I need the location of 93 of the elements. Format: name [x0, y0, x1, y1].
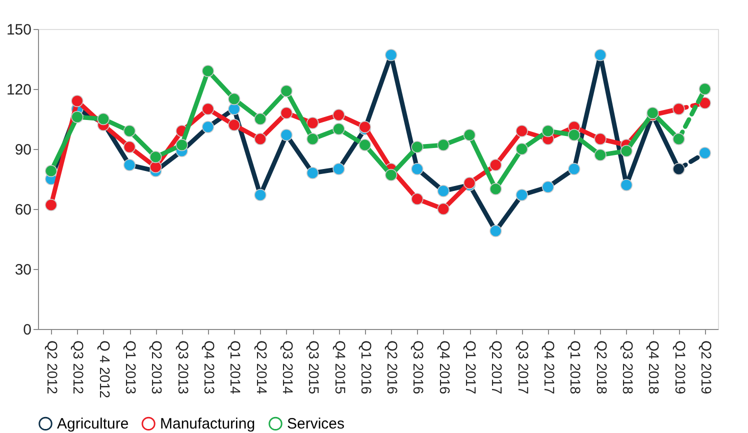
- point: [542, 180, 554, 194]
- x-tick-label: Q3 2013: [175, 340, 192, 394]
- point: [44, 198, 58, 212]
- point: [97, 112, 110, 126]
- x-tick-label: Q2 2016: [384, 340, 401, 394]
- x-tick-label: Q3 2018: [620, 340, 636, 394]
- point: [280, 84, 293, 98]
- point: [594, 48, 606, 62]
- x-tick-label: Q4 2015: [332, 340, 348, 394]
- point: [123, 140, 136, 154]
- point: [176, 138, 188, 152]
- legend-label: Agriculture: [57, 416, 129, 433]
- point: [620, 178, 633, 192]
- x-tick-label: Q1 2019: [672, 340, 688, 394]
- point: [568, 162, 580, 176]
- point: [437, 184, 450, 198]
- y-tick-label: 150: [6, 22, 32, 38]
- x-tick-label: Q2 2017: [489, 340, 506, 394]
- point: [123, 158, 136, 172]
- point: [280, 106, 293, 120]
- x-tick-label: Q2 2013: [149, 340, 166, 394]
- x-tick-label: Q1 2013: [123, 340, 140, 394]
- x-tick-label: Q 4 2012: [96, 340, 113, 398]
- x-tick-label: Q1 2014: [228, 340, 244, 394]
- x-tick-label: Q2 2014: [254, 340, 270, 394]
- x-tick-label: Q2 2019: [698, 340, 714, 394]
- point: [594, 132, 606, 146]
- point: [280, 128, 293, 142]
- y-tick-label: 60: [14, 202, 32, 218]
- point: [254, 188, 266, 202]
- point: [490, 182, 502, 196]
- point: [332, 108, 345, 122]
- point: [437, 138, 450, 152]
- x-tick-label: Q4 2018: [646, 340, 662, 394]
- point: [150, 150, 162, 164]
- x-tick-label: Q4 2017: [542, 340, 558, 394]
- point: [202, 64, 214, 78]
- point: [620, 144, 633, 158]
- point: [306, 116, 319, 130]
- y-tick-label: 120: [6, 82, 32, 98]
- point: [332, 162, 345, 176]
- y-tick-label: 90: [14, 142, 32, 158]
- point: [490, 224, 502, 238]
- point: [698, 82, 712, 96]
- point: [150, 160, 162, 174]
- point: [516, 142, 528, 156]
- point: [698, 96, 712, 110]
- x-tick-label: Q1 2017: [463, 340, 480, 394]
- point: [384, 48, 398, 62]
- point: [254, 112, 266, 126]
- point: [228, 118, 240, 132]
- x-tick-label: Q2 2018: [594, 340, 610, 394]
- point: [202, 102, 214, 116]
- y-tick-label: 30: [14, 262, 32, 278]
- x-tick-label: Q3 2016: [410, 340, 427, 394]
- point: [228, 102, 240, 116]
- point: [358, 138, 372, 152]
- point: [71, 110, 84, 124]
- x-tick-label: Q4 2013: [202, 340, 218, 394]
- x-tick-label: Q3 2012: [70, 340, 87, 394]
- x-tick-label: Q4 2016: [436, 340, 453, 394]
- point: [123, 124, 136, 138]
- point: [202, 120, 214, 134]
- point: [306, 166, 319, 180]
- point: [228, 92, 240, 106]
- point: [516, 188, 528, 202]
- point: [71, 94, 84, 108]
- x-tick-label: Q2 2012: [44, 340, 61, 394]
- point: [332, 122, 345, 136]
- point: [463, 128, 476, 142]
- point: [306, 132, 319, 146]
- point: [672, 102, 685, 116]
- point: [568, 128, 580, 142]
- point: [594, 148, 606, 162]
- point: [672, 132, 685, 146]
- point: [490, 158, 502, 172]
- x-tick-label: Q1 2018: [568, 340, 584, 394]
- point: [542, 124, 554, 138]
- point: [516, 124, 528, 138]
- point: [254, 132, 266, 146]
- point: [411, 162, 424, 176]
- point: [44, 164, 58, 178]
- point: [437, 202, 450, 216]
- x-tick-label: Q3 2014: [280, 340, 296, 394]
- legend-label: Manufacturing: [160, 416, 256, 433]
- x-tick-label: Q1 2016: [358, 340, 374, 394]
- point: [411, 140, 424, 154]
- x-tick-label: Q3 2015: [306, 340, 322, 394]
- point: [411, 192, 424, 206]
- x-tick-label: Q3 2017: [515, 340, 532, 394]
- point: [384, 168, 398, 182]
- y-tick-label: 0: [23, 322, 32, 338]
- legend-label: Services: [287, 416, 345, 433]
